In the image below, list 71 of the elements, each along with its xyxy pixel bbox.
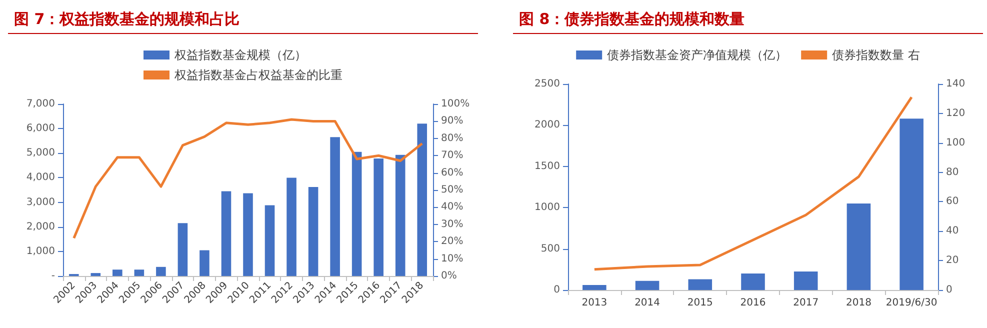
- y-tick-label: 6,000: [26, 123, 55, 134]
- y-tick-label: 5,000: [26, 148, 55, 159]
- y2-tick-label: 50%: [441, 184, 464, 196]
- x-tick-label: 2017: [793, 298, 819, 308]
- bar: [794, 271, 818, 290]
- y2-tick-label: 60: [946, 196, 959, 208]
- bar: [308, 187, 318, 276]
- bar: [374, 158, 384, 276]
- y2-tick-label: 30%: [441, 218, 464, 230]
- bar: [134, 270, 144, 276]
- y2-tick-label: 140: [946, 78, 966, 90]
- y-tick-label: 7,000: [26, 98, 55, 110]
- y2-tick-label: 90%: [441, 116, 464, 127]
- y-tick-label: 2,000: [26, 221, 55, 232]
- x-tick-label: 2019/6/30: [886, 298, 938, 308]
- bar: [417, 124, 428, 276]
- bar: [200, 250, 210, 276]
- bar: [286, 178, 296, 276]
- y2-tick-label: 100%: [441, 98, 470, 110]
- y-tick-label: 1,000: [26, 246, 55, 257]
- bar: [264, 205, 275, 276]
- y2-tick-label: 0%: [441, 270, 457, 282]
- bar: [178, 223, 188, 276]
- x-tick-label: 2015: [687, 298, 713, 308]
- bar: [582, 285, 606, 290]
- y2-tick-label: 40: [946, 226, 959, 237]
- y2-tick-label: 40%: [441, 202, 464, 213]
- bar: [741, 274, 765, 290]
- bar: [156, 266, 166, 276]
- y-tick-label: 4,000: [26, 172, 55, 184]
- y-tick-label: 1000: [534, 202, 560, 214]
- y2-tick-label: 80%: [441, 132, 464, 144]
- line-series: [593, 96, 913, 271]
- bar: [90, 273, 101, 276]
- chart-title: 图 8：债券指数基金的规模和数量: [513, 6, 983, 34]
- y-tick-label: 3,000: [26, 196, 55, 208]
- y-tick-label: 0: [554, 284, 560, 296]
- y-tick-label: 1500: [534, 160, 560, 172]
- bar: [330, 137, 340, 276]
- legend-label: 权益指数基金规模（亿）: [174, 48, 306, 62]
- bar: [688, 279, 712, 290]
- x-tick-label: 2014: [634, 298, 660, 308]
- bar: [846, 203, 871, 290]
- x-tick-label: 2016: [740, 298, 766, 308]
- y-tick-label: 500: [540, 243, 560, 254]
- bar: [112, 270, 122, 276]
- y2-tick-label: 20: [946, 255, 959, 266]
- legend-label: 权益指数基金占权益基金的比重: [174, 68, 342, 82]
- bar: [352, 152, 362, 276]
- y2-tick-label: 60%: [441, 167, 464, 178]
- bar: [395, 154, 406, 276]
- legend-label: 债券指数基金资产净值规模（亿）: [607, 48, 788, 62]
- line-series: [72, 118, 424, 240]
- y2-tick-label: 0: [946, 284, 952, 296]
- chart-title: 图 7：权益指数基金的规模和占比: [8, 6, 478, 34]
- y-tick-label: 2000: [534, 120, 560, 131]
- y2-tick-label: 120: [946, 108, 966, 119]
- y-tick-label: -: [51, 270, 56, 282]
- x-tick-label: 2013: [582, 298, 608, 308]
- bar: [243, 193, 253, 276]
- y2-tick-label: 70%: [441, 150, 464, 162]
- x-tick-label: 2018: [846, 298, 872, 308]
- bar: [900, 118, 924, 290]
- bar: [221, 191, 232, 276]
- y2-tick-label: 10%: [441, 253, 464, 264]
- bar: [635, 280, 660, 290]
- y2-tick-label: 100: [946, 137, 966, 148]
- y2-tick-label: 80: [946, 166, 959, 178]
- y2-tick-label: 20%: [441, 236, 464, 248]
- y-tick-label: 2500: [534, 78, 560, 90]
- legend-label: 债券指数数量 右: [832, 48, 920, 62]
